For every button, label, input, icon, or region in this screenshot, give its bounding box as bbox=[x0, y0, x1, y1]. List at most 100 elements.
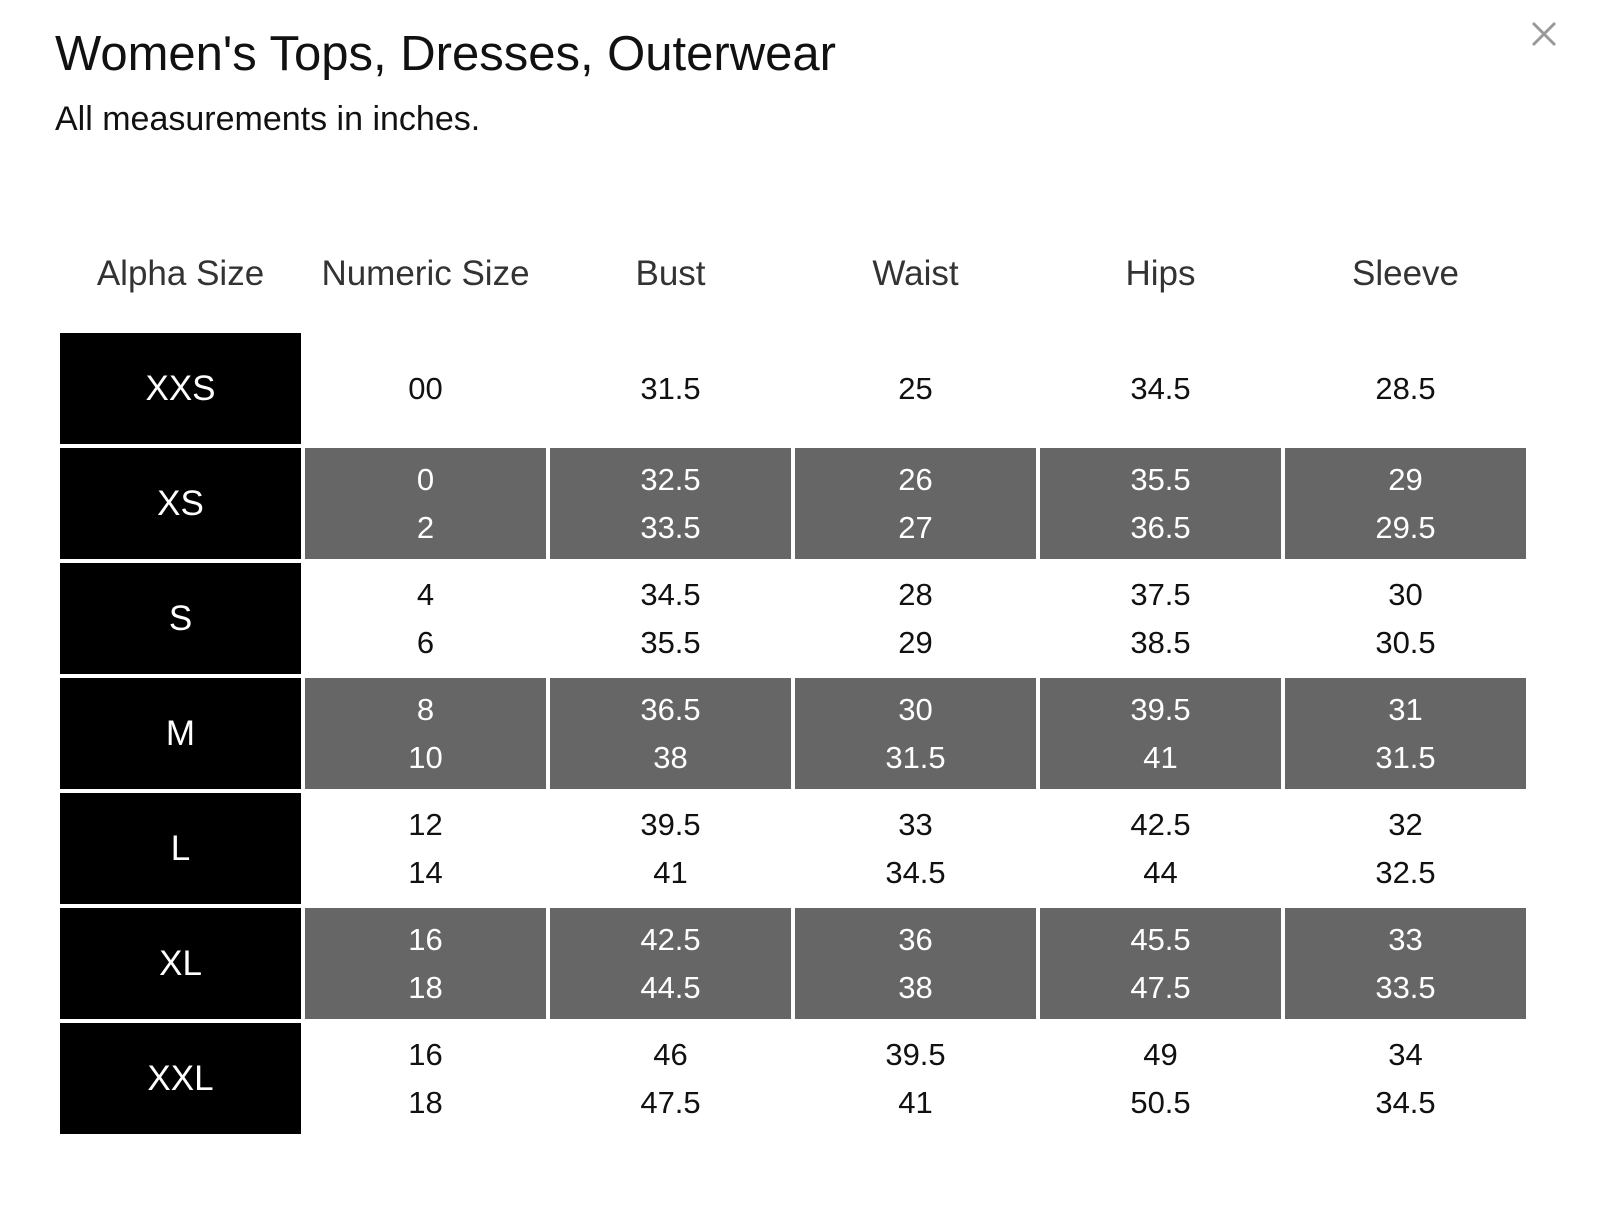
column-header: Hips bbox=[1125, 254, 1196, 293]
table-cell: 45.5 47.5 bbox=[1040, 908, 1281, 1019]
cell-text: 29 bbox=[1388, 461, 1423, 497]
table-cell: 26 27 bbox=[795, 448, 1036, 559]
alpha-size-cell: XXS bbox=[60, 333, 301, 444]
cell-text: 39.5 bbox=[885, 1036, 946, 1072]
size-table: XXS 00 31.5 25 34.5 28.5 XS 0 2 32.5 33.5 26 27 35.5 3… bbox=[60, 333, 1526, 1134]
table-cell: 32 32.5 bbox=[1285, 793, 1526, 904]
cell-text: 41 bbox=[898, 1084, 933, 1120]
table-cell: 46 47.5 bbox=[550, 1023, 791, 1134]
cell-text: 25 bbox=[898, 370, 933, 406]
cell-text: 32.5 bbox=[1375, 854, 1436, 890]
cell-text: 33 bbox=[898, 806, 933, 842]
cell-text: 41 bbox=[1143, 739, 1178, 775]
alpha-size-cell: L bbox=[60, 793, 301, 904]
table-cell: 33 33.5 bbox=[1285, 908, 1526, 1019]
table-cell: 36.5 38 bbox=[550, 678, 791, 789]
table-cell: 8 10 bbox=[305, 678, 546, 789]
cell-text: 47.5 bbox=[640, 1084, 701, 1120]
table-cell: 00 bbox=[305, 333, 546, 444]
table-cell: 16 18 bbox=[305, 908, 546, 1019]
cell-text: 8 bbox=[416, 691, 435, 727]
cell-text: 38 bbox=[898, 969, 933, 1005]
table-cell: 28 29 bbox=[795, 563, 1036, 674]
cell-text: 42.5 bbox=[640, 921, 701, 957]
table-cell: 42.5 44.5 bbox=[550, 908, 791, 1019]
cell-text: 28.5 bbox=[1375, 370, 1436, 406]
table-cell: 30 31.5 bbox=[795, 678, 1036, 789]
cell-text: 30.5 bbox=[1375, 624, 1436, 660]
cell-text: 42.5 bbox=[1130, 806, 1191, 842]
table-cell: 39.5 41 bbox=[795, 1023, 1036, 1134]
cell-text: 12 bbox=[408, 806, 443, 842]
table-cell: 36 38 bbox=[795, 908, 1036, 1019]
cell-text: 31 bbox=[1388, 691, 1423, 727]
cell-text: 18 bbox=[408, 1084, 443, 1120]
table-cell: 12 14 bbox=[305, 793, 546, 904]
cell-text: 2 bbox=[416, 509, 435, 545]
column-header: Numeric Size bbox=[321, 254, 530, 293]
cell-text: 39.5 bbox=[1130, 691, 1191, 727]
table-cell: 39.5 41 bbox=[1040, 678, 1281, 789]
table-cell: 30 30.5 bbox=[1285, 563, 1526, 674]
table-cell: 29 29.5 bbox=[1285, 448, 1526, 559]
cell-text: 38 bbox=[653, 739, 688, 775]
cell-text: 36.5 bbox=[640, 691, 701, 727]
cell-text: 45.5 bbox=[1130, 921, 1191, 957]
cell-text: XS bbox=[157, 483, 204, 523]
cell-text: 29.5 bbox=[1375, 509, 1436, 545]
cell-text: 28 bbox=[898, 576, 933, 612]
cell-text: XL bbox=[159, 943, 202, 983]
cell-text: S bbox=[168, 598, 193, 638]
table-cell: 32.5 33.5 bbox=[550, 448, 791, 559]
cell-text: 44 bbox=[1143, 854, 1178, 890]
table-cell: 34 34.5 bbox=[1285, 1023, 1526, 1134]
cell-text: 0 bbox=[416, 461, 435, 497]
cell-text: 50.5 bbox=[1130, 1084, 1191, 1120]
cell-text: 37.5 bbox=[1130, 576, 1191, 612]
cell-text: 39.5 bbox=[640, 806, 701, 842]
close-button[interactable] bbox=[1530, 20, 1558, 48]
table-cell: 34.5 bbox=[1040, 333, 1281, 444]
table-cell: 33 34.5 bbox=[795, 793, 1036, 904]
cell-text: 31.5 bbox=[885, 739, 946, 775]
cell-text: L bbox=[170, 828, 191, 868]
cell-text: XXS bbox=[145, 368, 216, 408]
cell-text: 36.5 bbox=[1130, 509, 1191, 545]
cell-text: 36 bbox=[898, 921, 933, 957]
cell-text: 16 bbox=[408, 921, 443, 957]
table-cell: 34.5 35.5 bbox=[550, 563, 791, 674]
cell-text: 31.5 bbox=[640, 370, 701, 406]
cell-text: 41 bbox=[653, 854, 688, 890]
table-cell: 16 18 bbox=[305, 1023, 546, 1134]
cell-text: 31.5 bbox=[1375, 739, 1436, 775]
table-cell: 39.5 41 bbox=[550, 793, 791, 904]
modal-subtitle: All measurements in inches. bbox=[55, 100, 481, 138]
alpha-size-cell: XXL bbox=[60, 1023, 301, 1134]
cell-text: 00 bbox=[408, 370, 443, 406]
cell-text: 18 bbox=[408, 969, 443, 1005]
cell-text: 16 bbox=[408, 1036, 443, 1072]
modal-title: Women's Tops, Dresses, Outerwear bbox=[55, 27, 836, 81]
cell-text: 34.5 bbox=[1130, 370, 1191, 406]
cell-text: 10 bbox=[408, 739, 443, 775]
cell-text: 14 bbox=[408, 854, 443, 890]
column-header: Waist bbox=[872, 254, 959, 293]
cell-text: 29 bbox=[898, 624, 933, 660]
cell-text: 35.5 bbox=[640, 624, 701, 660]
cell-text: 35.5 bbox=[1130, 461, 1191, 497]
table-cell: 25 bbox=[795, 333, 1036, 444]
cell-text: XXL bbox=[147, 1058, 214, 1098]
cell-text: 49 bbox=[1143, 1036, 1178, 1072]
table-cell: 42.5 44 bbox=[1040, 793, 1281, 904]
column-header: Alpha Size bbox=[96, 254, 265, 293]
table-cell: 28.5 bbox=[1285, 333, 1526, 444]
table-cell: 31.5 bbox=[550, 333, 791, 444]
column-header: Bust bbox=[635, 254, 706, 293]
cell-text: 26 bbox=[898, 461, 933, 497]
cell-text: 34.5 bbox=[1375, 1084, 1436, 1120]
cell-text: 34.5 bbox=[885, 854, 946, 890]
alpha-size-cell: M bbox=[60, 678, 301, 789]
